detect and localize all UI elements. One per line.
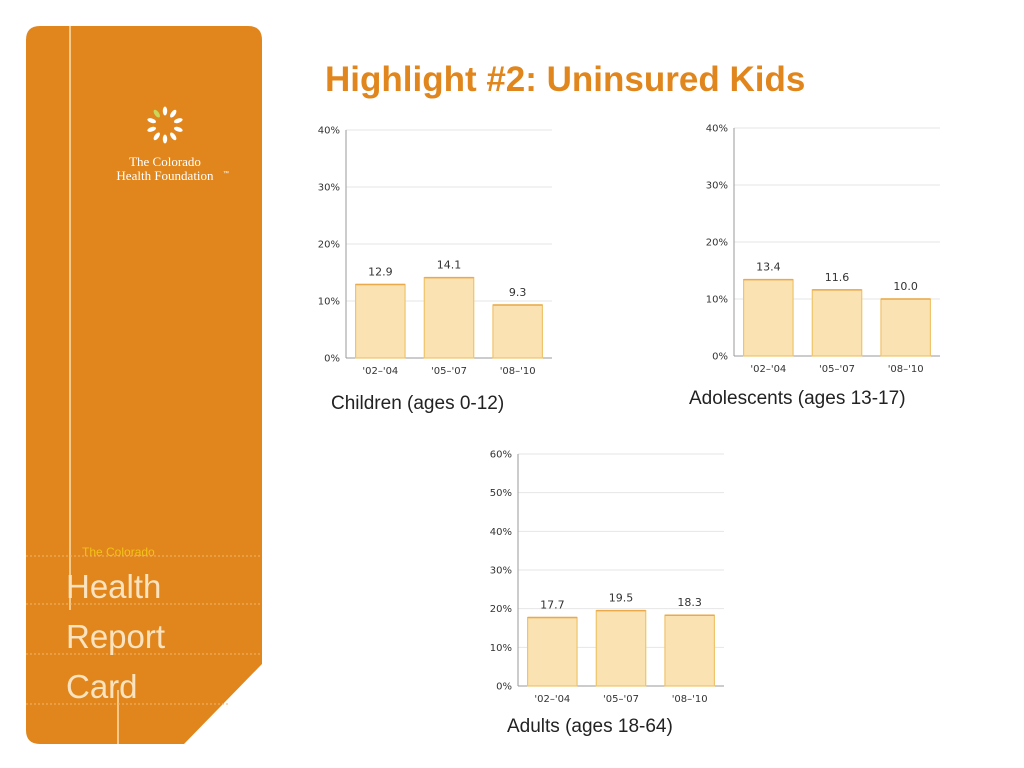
bar (743, 279, 794, 357)
chart-children: 0% 10% 20% 30% 40% 12.9 '02–'04 14.1 '05–'07 9.3 '… (300, 118, 560, 383)
y-tick-label: 10% (490, 643, 512, 654)
sidebar-panel: The Colorado Health Foundation ™ The Col… (26, 26, 262, 744)
bar-value-label: 19.5 (609, 592, 634, 605)
y-tick-label: 30% (706, 181, 728, 192)
bar (423, 277, 475, 359)
x-tick-label: '05–'07 (819, 364, 855, 375)
bar-value-label: 11.6 (825, 271, 850, 284)
x-tick-label: '08–'10 (888, 364, 924, 375)
y-tick-label: 50% (490, 488, 512, 499)
chart-children-caption: Children (ages 0-12) (331, 393, 505, 414)
x-tick-label: '08–'10 (500, 366, 536, 377)
bar-value-label: 10.0 (893, 280, 918, 293)
y-tick-label: 30% (318, 183, 340, 194)
y-tick-label: 0% (712, 352, 728, 363)
chart-adolescents-plot: 0% 10% 20% 30% 40% 13.4 '02–'04 11.6 '05–'07 10.0… (706, 124, 940, 375)
bar-value-label: 17.7 (540, 599, 565, 612)
x-tick-label: '05–'07 (603, 694, 639, 705)
y-tick-label: 20% (490, 604, 512, 615)
y-tick-label: 0% (496, 682, 512, 693)
logo-line-1: The Colorado (129, 154, 201, 169)
y-tick-label: 10% (318, 297, 340, 308)
bar-value-label: 12.9 (368, 265, 393, 278)
y-tick-label: 10% (706, 295, 728, 306)
bar-value-label: 18.3 (677, 596, 702, 609)
y-tick-label: 30% (490, 566, 512, 577)
report-card-word-health: Health (66, 568, 161, 605)
x-tick-label: '02–'04 (750, 364, 786, 375)
bar (355, 283, 406, 359)
bar (492, 304, 543, 359)
bar-value-label: 13.4 (756, 261, 781, 274)
y-tick-label: 60% (490, 450, 512, 461)
chart-adults-plot: 0% 10% 20% 30% 40% 50% 60% 17.7 '02–'04 19.5 '05–'… (490, 450, 724, 705)
logo-line-2: Health Foundation (116, 168, 214, 183)
bar (664, 614, 715, 687)
chart-children-plot: 0% 10% 20% 30% 40% 12.9 '02–'04 14.1 '05–'07 9.3 '… (318, 126, 552, 377)
foundation-logo-icon (147, 106, 183, 144)
x-tick-label: '08–'10 (672, 694, 708, 705)
y-tick-label: 40% (706, 124, 728, 135)
y-tick-label: 20% (706, 238, 728, 249)
bar (880, 298, 931, 357)
bar-value-label: 9.3 (509, 286, 527, 299)
logo-trademark: ™ (223, 170, 229, 177)
x-tick-label: '02–'04 (362, 366, 398, 377)
x-tick-label: '05–'07 (431, 366, 467, 377)
report-card-word-report: Report (66, 618, 165, 655)
y-tick-label: 20% (318, 240, 340, 251)
bar (527, 616, 578, 687)
chart-adolescents: 0% 10% 20% 30% 40% 13.4 '02–'04 11.6 '05–'07 10.0… (688, 116, 948, 381)
x-tick-label: '02–'04 (534, 694, 570, 705)
bar (595, 610, 647, 687)
y-tick-label: 40% (490, 527, 512, 538)
chart-adults-caption: Adults (ages 18-64) (507, 716, 673, 737)
report-card-small-label: The Colorado (82, 545, 155, 559)
y-tick-label: 0% (324, 354, 340, 365)
chart-adolescents-caption: Adolescents (ages 13-17) (689, 388, 906, 409)
sidebar-background (26, 26, 262, 744)
y-tick-label: 40% (318, 126, 340, 137)
slide-title: Highlight #2: Uninsured Kids (325, 60, 806, 99)
chart-adults: 0% 10% 20% 30% 40% 50% 60% 17.7 '02–'04 19.5 '05–'… (472, 442, 732, 707)
bar (811, 289, 863, 357)
report-card-word-card: Card (66, 668, 138, 705)
bar-value-label: 14.1 (437, 259, 462, 272)
